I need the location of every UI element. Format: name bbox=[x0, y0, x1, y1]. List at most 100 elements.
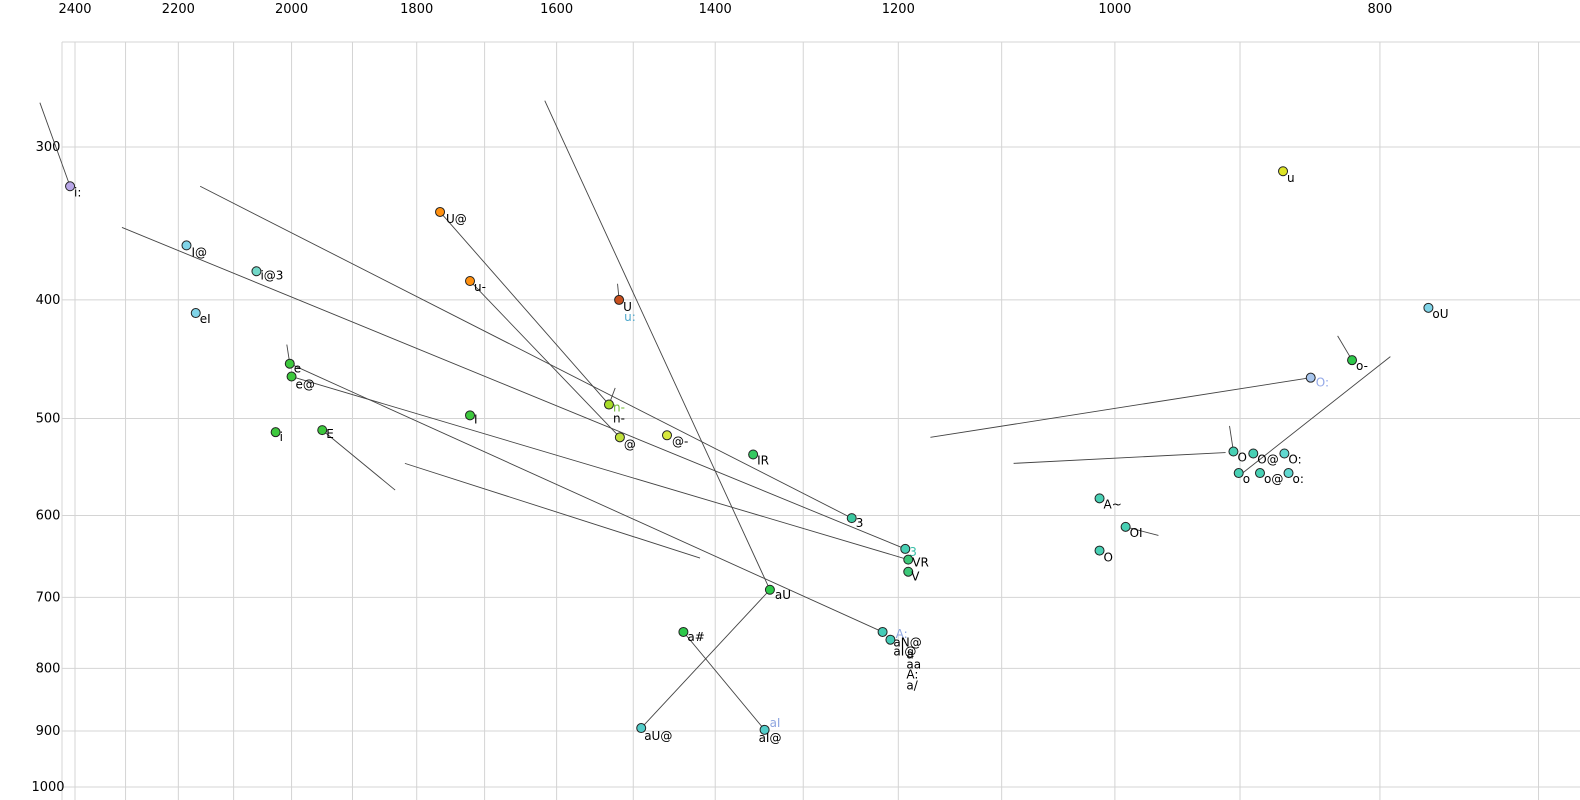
vowel-label: aU bbox=[775, 588, 791, 602]
vowel-point[interactable] bbox=[1283, 468, 1294, 479]
vowel-label: n- bbox=[613, 401, 625, 415]
vowel-point[interactable] bbox=[614, 432, 625, 443]
y-tick-label: 900 bbox=[36, 724, 61, 739]
vowel-point[interactable] bbox=[435, 206, 446, 217]
trajectory-line bbox=[121, 227, 906, 550]
vowel-point[interactable] bbox=[465, 410, 476, 421]
trajectory-line bbox=[291, 376, 909, 561]
vowel-point[interactable] bbox=[65, 181, 76, 192]
trajectory-line bbox=[930, 377, 1311, 438]
vowel-label: i: bbox=[74, 185, 81, 199]
vowel-label: i@3 bbox=[260, 268, 283, 282]
trajectory-line bbox=[544, 100, 771, 590]
vowel-point[interactable] bbox=[286, 371, 297, 382]
vowel-label: I bbox=[474, 412, 478, 426]
vowel-point[interactable] bbox=[846, 513, 857, 524]
vowel-point[interactable] bbox=[190, 308, 201, 319]
x-tick-label: 1200 bbox=[882, 2, 915, 17]
vowel-label: aU@ bbox=[644, 729, 672, 743]
vowel-label: O: bbox=[1288, 453, 1301, 467]
y-tick-label: 800 bbox=[36, 661, 61, 676]
vowel-point[interactable] bbox=[251, 266, 262, 277]
vowel-point[interactable] bbox=[181, 240, 192, 251]
trajectory-line bbox=[1125, 526, 1159, 536]
vowel-label: @ bbox=[624, 437, 636, 451]
vowel-point[interactable] bbox=[1094, 545, 1105, 556]
vowel-label: e@ bbox=[296, 378, 315, 392]
vowel-point[interactable] bbox=[748, 449, 759, 460]
vowel-point[interactable] bbox=[1279, 448, 1290, 459]
vowel-label: aa bbox=[906, 658, 921, 672]
y-tick-label: 400 bbox=[36, 293, 61, 308]
trajectory-line bbox=[469, 280, 621, 438]
vowel-point[interactable] bbox=[636, 723, 647, 734]
vowel-label: O: bbox=[1316, 376, 1329, 390]
vowel-label: aI@ bbox=[759, 731, 782, 745]
vowel-point[interactable] bbox=[903, 554, 914, 565]
vowel-label: @- bbox=[672, 434, 688, 448]
vowel-point[interactable] bbox=[885, 634, 896, 645]
x-tick-label: 2000 bbox=[275, 2, 308, 17]
trajectory-line bbox=[289, 363, 883, 633]
vowel-label: IR bbox=[757, 454, 769, 468]
vowel-label: o@ bbox=[1264, 472, 1283, 486]
vowel-label: V bbox=[911, 570, 920, 584]
trajectory-line bbox=[1241, 356, 1391, 475]
vowel-label: o: bbox=[1293, 472, 1304, 486]
vowel-label: u bbox=[1287, 171, 1295, 185]
vowel-point[interactable] bbox=[1120, 521, 1131, 532]
trajectory-line bbox=[321, 429, 396, 491]
vowel-point[interactable] bbox=[900, 543, 911, 554]
vowel-label: O@ bbox=[1257, 453, 1278, 467]
vowel-point[interactable] bbox=[1278, 166, 1289, 177]
vowel-point[interactable] bbox=[284, 358, 295, 369]
vowel-label: u: bbox=[624, 310, 636, 324]
vowel-point[interactable] bbox=[662, 430, 673, 441]
vowel-point[interactable] bbox=[317, 425, 328, 436]
vowel-point[interactable] bbox=[759, 724, 770, 735]
vowel-label: o- bbox=[1356, 359, 1368, 373]
x-tick-label: 1600 bbox=[540, 2, 573, 17]
vowel-label: aI@ bbox=[893, 645, 916, 659]
vowel-label: U bbox=[623, 300, 632, 314]
vowel-label: O bbox=[1104, 551, 1113, 565]
trajectory-line bbox=[404, 462, 701, 559]
trajectory-line bbox=[439, 211, 610, 405]
vowel-label: aI bbox=[770, 716, 781, 730]
vowel-label: A: bbox=[896, 627, 908, 641]
vowel-label: A: bbox=[906, 668, 918, 682]
vowel-point[interactable] bbox=[903, 566, 914, 577]
vowel-label: VR bbox=[912, 556, 929, 570]
vowel-label: U@ bbox=[446, 212, 467, 226]
x-tick-label: 800 bbox=[1368, 2, 1393, 17]
trajectory-line bbox=[199, 185, 852, 519]
y-tick-label: 600 bbox=[36, 508, 61, 523]
vowel-point[interactable] bbox=[614, 294, 625, 305]
x-tick-label: 1400 bbox=[699, 2, 732, 17]
vowel-point[interactable] bbox=[1228, 446, 1239, 457]
vowel-label: E bbox=[326, 427, 334, 441]
vowel-point[interactable] bbox=[603, 399, 614, 410]
y-tick-label: 500 bbox=[36, 412, 61, 427]
vowel-point[interactable] bbox=[270, 427, 281, 438]
x-tick-label: 2200 bbox=[162, 2, 195, 17]
vowel-point[interactable] bbox=[877, 626, 888, 637]
vowel-point[interactable] bbox=[1305, 372, 1316, 383]
x-tick-label: 2400 bbox=[58, 2, 91, 17]
y-tick-label: 700 bbox=[36, 590, 61, 605]
vowel-label: aN@ bbox=[893, 636, 921, 650]
vowel-label: u- bbox=[474, 280, 486, 294]
vowel-point[interactable] bbox=[1248, 448, 1259, 459]
vowel-point[interactable] bbox=[1423, 302, 1434, 313]
vowel-point[interactable] bbox=[678, 626, 689, 637]
vowel-point[interactable] bbox=[1347, 355, 1358, 366]
x-tick-label: 1800 bbox=[400, 2, 433, 17]
vowel-point[interactable] bbox=[465, 275, 476, 286]
vowel-point[interactable] bbox=[764, 584, 775, 595]
vowel-point[interactable] bbox=[1233, 468, 1244, 479]
vowel-point[interactable] bbox=[1094, 493, 1105, 504]
vowel-label: oU bbox=[1432, 307, 1448, 321]
vowel-point[interactable] bbox=[1254, 468, 1265, 479]
